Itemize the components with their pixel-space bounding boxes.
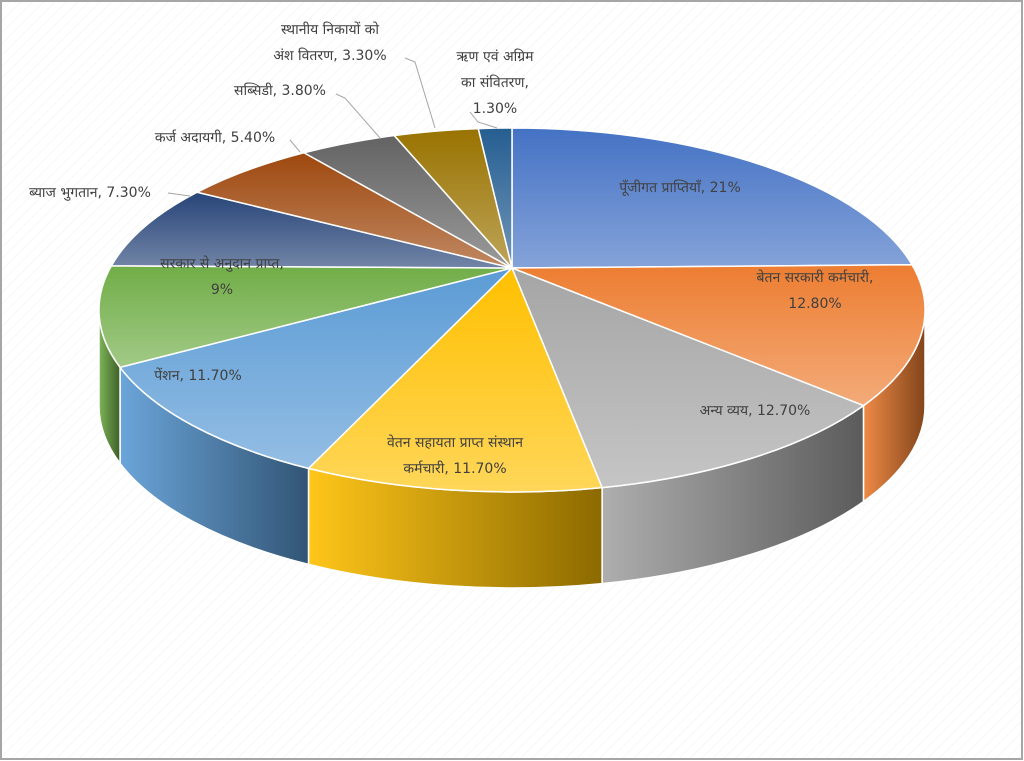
data-label: पेंशन, 11.70%: [154, 367, 242, 384]
data-label: कर्ज अदायगी, 5.40%: [155, 129, 275, 146]
leader-line: [335, 93, 381, 139]
pie-slice: [510, 266, 866, 489]
pie-slice: [307, 266, 604, 493]
leader-line: [289, 139, 301, 153]
data-label: सरकार से अनुदान प्राप्त,: [160, 255, 284, 272]
data-label: ब्याज भुगतान, 7.30%: [29, 185, 151, 201]
pie-slice: [477, 127, 513, 269]
data-label: ऋण एवं अग्रिम: [456, 48, 534, 65]
data-label: सब्सिडी, 3.80%: [234, 82, 326, 99]
data-label: कर्मचारी, 11.70%: [403, 460, 506, 477]
pie-slice: [118, 266, 515, 470]
data-label: अंश वितरण, 3.30%: [273, 47, 386, 64]
data-label: 9%: [211, 282, 233, 298]
pie-slice: [98, 265, 513, 369]
data-label: पूँजीगत प्राप्तियाँ, 21%: [619, 179, 741, 196]
pie-slice: [511, 263, 926, 407]
data-label: वेतन सहायता प्राप्त संस्थान: [387, 434, 523, 451]
data-label: का संवितरण,: [461, 74, 529, 91]
leader-line: [404, 57, 436, 129]
pie-slice: [511, 127, 914, 269]
pie-slice: [110, 191, 513, 269]
data-label: स्थानीय निकायों को: [281, 21, 379, 38]
data-label: बेतन सरकारी कर्मचारी,: [756, 269, 873, 286]
data-label: 12.80%: [788, 296, 841, 312]
pie-slice: [194, 151, 513, 269]
data-label: अन्य व्यय, 12.70%: [700, 403, 811, 419]
data-label: 1.30%: [473, 101, 517, 117]
leader-line: [469, 111, 498, 129]
leader-line: [167, 192, 191, 197]
